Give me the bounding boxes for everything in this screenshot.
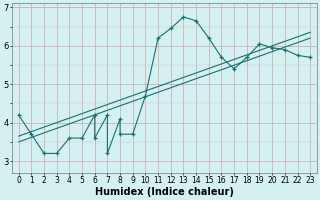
X-axis label: Humidex (Indice chaleur): Humidex (Indice chaleur) xyxy=(95,187,234,197)
